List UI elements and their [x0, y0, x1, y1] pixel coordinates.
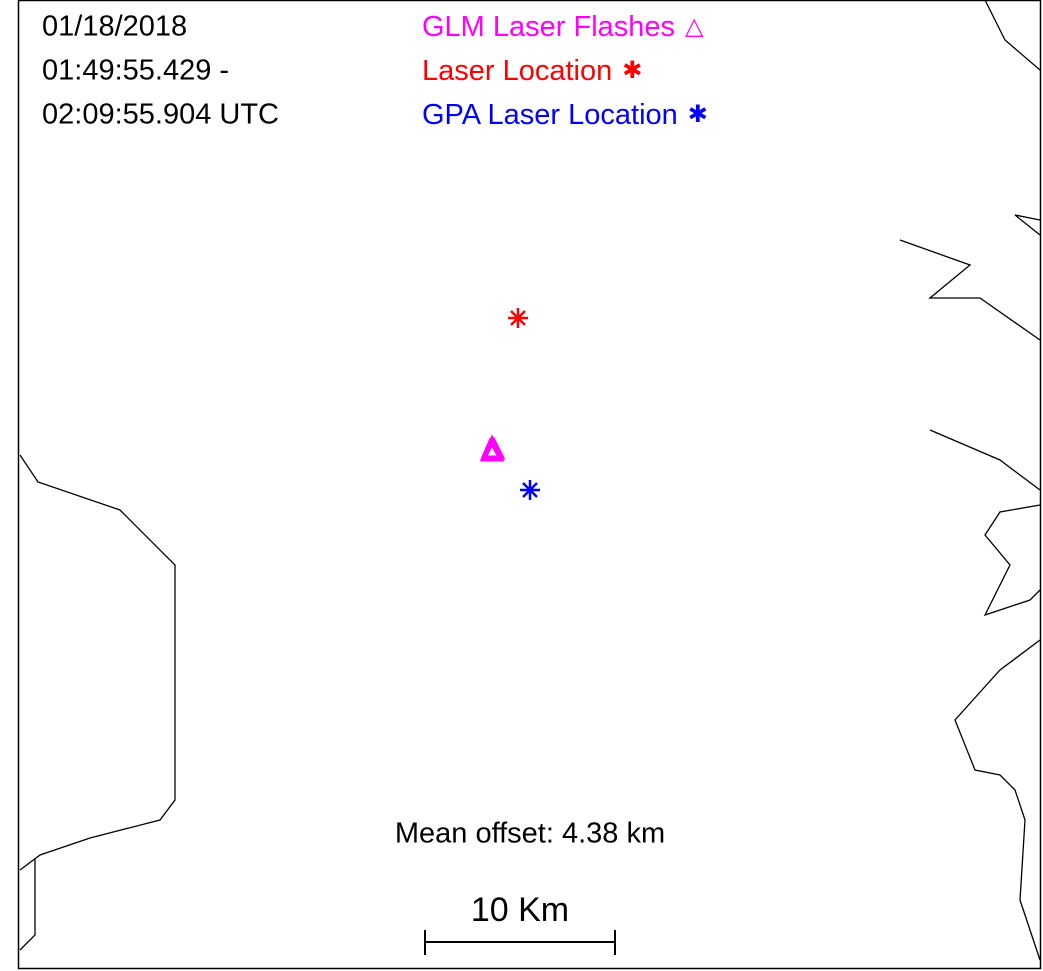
legend-label: Laser Location [422, 55, 612, 87]
coastline [19, 858, 36, 951]
coastline [983, 504, 1041, 617]
legend-symbol: ✱ [688, 101, 708, 128]
mean-offset: Mean offset: 4.38 km [395, 818, 665, 850]
coastline [984, 0, 1041, 71]
coastline [929, 429, 1041, 491]
coastline [899, 239, 1041, 341]
scale-bar-label: 10 Km [471, 891, 569, 929]
scale-bar [424, 930, 616, 955]
legend-entry: GPA Laser Location ✱ [422, 99, 708, 131]
date: 01/18/2018 [42, 11, 187, 43]
legend-symbol: △ [685, 13, 704, 40]
frame [17, 0, 1042, 970]
laser-location [508, 308, 528, 328]
coastlines [19, 0, 1041, 961]
legend: GLM Laser Flashes △Laser Location ✱GPA Las… [422, 11, 708, 131]
coastline [954, 639, 1041, 961]
time-end: 02:09:55.904 UTC [42, 99, 279, 131]
legend-entry: GLM Laser Flashes △ [422, 11, 704, 43]
legend-label: GPA Laser Location [422, 99, 678, 131]
coastline [1014, 214, 1041, 236]
legend-symbol: ✱ [622, 57, 642, 84]
legend-label: GLM Laser Flashes [422, 11, 675, 43]
time-start: 01:49:55.429 - [42, 55, 229, 87]
glm-flash-marker [480, 437, 502, 459]
glm-flashes [479, 434, 506, 462]
coastline [19, 454, 176, 871]
legend-entry: Laser Location ✱ [422, 55, 642, 87]
gpa-laser-location [520, 480, 540, 500]
